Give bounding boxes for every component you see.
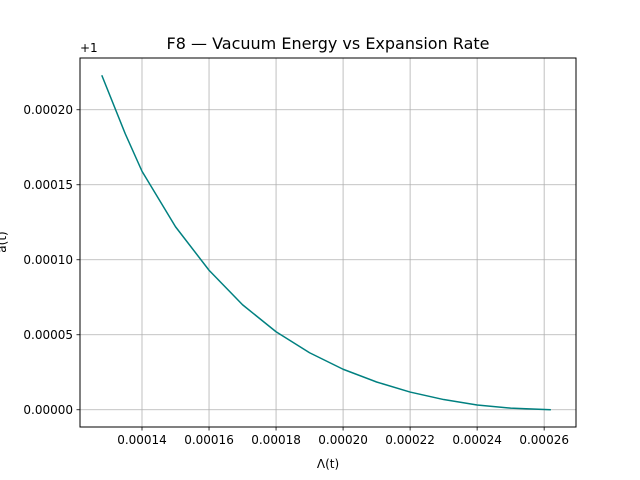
x-axis-label: Λ(t) — [317, 457, 339, 471]
grid — [80, 58, 576, 427]
series-line — [101, 74, 551, 411]
x-tick-label: 0.00016 — [184, 433, 234, 447]
x-tick-label: 0.00022 — [385, 433, 435, 447]
series-layer — [101, 74, 551, 411]
x-tick-label: 0.00026 — [519, 433, 569, 447]
x-tick-label: 0.00024 — [452, 433, 502, 447]
x-tick-label: 0.00018 — [251, 433, 301, 447]
y-axis-label: a(t) — [0, 231, 9, 252]
y-tick-label: 0.00010 — [23, 253, 73, 267]
x-axis: 0.00014 0.00016 0.00018 0.00020 0.00022 0.000… — [117, 427, 569, 447]
y-tick-label: 0.00020 — [23, 103, 73, 117]
x-tick-label: 0.00014 — [117, 433, 167, 447]
y-tick-label: 0.00015 — [23, 178, 73, 192]
y-tick-label: 0.00005 — [23, 328, 73, 342]
chart-title: F8 — Vacuum Energy vs Expansion Rate — [167, 34, 490, 53]
x-tick-label: 0.00020 — [318, 433, 368, 447]
y-offset-label: +1 — [80, 41, 98, 55]
y-tick-label: 0.00000 — [23, 403, 73, 417]
plot-frame — [79, 57, 577, 428]
y-axis: 0.00000 0.00005 0.00010 0.00015 0.00020 — [23, 103, 80, 417]
